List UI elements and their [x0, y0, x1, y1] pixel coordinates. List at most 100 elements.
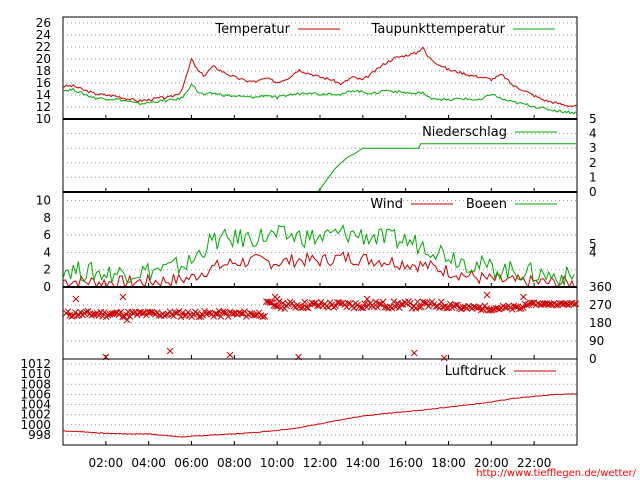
x-tick-label: 18:00: [431, 456, 466, 470]
wind-direction-marker: [274, 303, 281, 310]
y-tick-label: 16: [36, 76, 51, 90]
wind-direction-marker: [414, 298, 421, 306]
wind-direction-marker: [379, 298, 387, 306]
y-tick-label: 1008: [20, 377, 51, 391]
wind-direction-marker: [279, 299, 287, 307]
legend-label: Niederschlag: [422, 125, 507, 140]
y-tick-label: 10: [36, 112, 51, 126]
wind-direction-marker: [155, 311, 163, 319]
y-tick-label: 1012: [20, 357, 51, 371]
wind-direction-marker: [432, 303, 440, 310]
x-tick-label: 02:00: [89, 456, 124, 470]
wind-direction-marker: [345, 299, 352, 307]
legend-label: Luftdruck: [445, 364, 507, 379]
wind-direction-marker: [123, 316, 131, 324]
x-tick-label: 14:00: [346, 456, 381, 470]
y-tick-label: 24: [36, 28, 51, 42]
wind-direction-marker: [226, 351, 234, 359]
x-tick-label: 16:00: [388, 456, 423, 470]
footer-url: http://www.tiefflegen.de/wetter/: [476, 468, 636, 479]
wind-direction-marker: [363, 295, 371, 303]
wind-direction-marker: [474, 304, 481, 312]
y-tick-label: 0: [589, 352, 597, 366]
wind-direction-marker: [446, 300, 454, 308]
wind-direction-marker: [261, 313, 268, 320]
wind-direction-marker: [72, 295, 80, 303]
wind-direction-marker: [534, 300, 542, 307]
wind-direction-marker: [394, 299, 401, 307]
y-tick-label: 3: [589, 141, 597, 155]
wind-direction-marker: [508, 306, 516, 313]
wind-direction-marker: [519, 304, 527, 311]
wind-direction-marker: [528, 299, 536, 307]
series-line-boeen: [62, 224, 575, 288]
wind-direction-marker: [572, 300, 580, 308]
wind-direction-marker: [297, 304, 305, 312]
y-tick-label: 26: [36, 16, 51, 30]
y-tick-label: 360: [589, 280, 612, 294]
y-tick-label: 270: [589, 298, 612, 312]
y-tick-label: 20: [36, 52, 51, 66]
wind-direction-marker: [142, 311, 150, 319]
wind-direction-marker: [517, 304, 525, 312]
wind-direction-marker: [425, 303, 432, 310]
series-line-niederschlag: [63, 143, 577, 193]
wind-direction-marker: [476, 303, 483, 311]
wind-direction-marker: [334, 298, 341, 306]
y-tick-label: 0: [43, 280, 51, 294]
legend-label: Wind: [370, 197, 403, 212]
wind-direction-marker: [440, 354, 448, 362]
y-tick-label: 6: [43, 228, 51, 242]
wind-direction-marker: [139, 310, 147, 317]
wind-direction-marker: [386, 303, 394, 311]
wind-direction-marker: [397, 301, 405, 308]
wind-direction-marker: [91, 310, 99, 318]
panel-wind-direction: 0 90 180 270 360: [62, 280, 612, 366]
wind-direction-marker: [210, 313, 218, 320]
y-tick-label: 1000: [20, 418, 51, 432]
wind-direction-marker: [501, 304, 509, 311]
y-tick-label: 5: [589, 112, 597, 126]
wind-direction-marker: [195, 313, 203, 321]
wind-direction-marker: [406, 299, 414, 307]
y-tick-label: 180: [589, 316, 612, 330]
wind-direction-marker: [488, 306, 496, 314]
wind-direction-marker: [541, 300, 549, 307]
y-tick-label: 10: [36, 194, 51, 208]
wind-direction-marker: [317, 298, 325, 306]
x-axis-labels: 02:00 04:00 06:00 08:00 10:00 12:00 14:00 16:00…: [89, 456, 552, 470]
y-tick-label-right: 5: [589, 237, 597, 251]
wind-direction-marker: [350, 304, 358, 312]
wind-direction-marker: [337, 300, 345, 307]
wind-direction-marker: [272, 302, 279, 310]
wind-direction-marker: [201, 307, 208, 315]
wind-direction-marker: [104, 311, 112, 319]
wind-direction-marker: [552, 301, 560, 309]
wind-direction-marker: [381, 303, 389, 311]
wind-direction-marker: [520, 293, 527, 301]
y-tick-label-right: 4: [589, 245, 597, 259]
wind-direction-marker: [112, 309, 119, 317]
wind-direction-marker: [252, 311, 259, 319]
y-tick-label: 90: [589, 334, 604, 348]
y-tick-label: 18: [36, 64, 51, 78]
wind-direction-marker: [410, 349, 418, 357]
y-tick-label: 998: [28, 428, 51, 442]
y-tick-label: 1010: [20, 367, 51, 381]
wind-direction-marker: [437, 298, 445, 306]
series-line-temperatur: [62, 46, 578, 108]
y-tick-label: 1004: [20, 398, 51, 412]
wind-direction-marker: [310, 300, 318, 308]
wind-direction-marker: [301, 298, 309, 306]
wind-direction-marker: [82, 308, 90, 316]
wind-direction-marker: [361, 300, 369, 308]
x-tick-label: 22:00: [517, 456, 552, 470]
y-tick-label: 1006: [20, 387, 51, 401]
wind-direction-marker: [117, 308, 125, 316]
wind-direction-marker: [148, 308, 156, 316]
y-tick-label: 12: [36, 100, 51, 114]
wind-direction-marker: [523, 301, 531, 309]
